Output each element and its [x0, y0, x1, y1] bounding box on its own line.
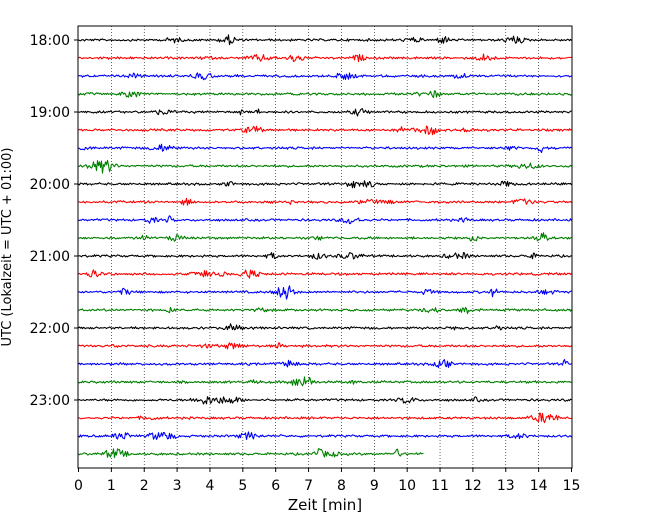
x-tick-label: 2 [140, 478, 149, 494]
seismic-trace [78, 125, 572, 136]
x-tick-label: 15 [563, 478, 581, 494]
seismic-trace [78, 376, 572, 387]
seismic-trace [78, 431, 572, 441]
seismic-trace [78, 396, 572, 405]
y-tick-label: 19:00 [30, 105, 70, 121]
x-tick-label: 1 [107, 478, 116, 494]
x-tick-label: 6 [271, 478, 280, 494]
x-tick-label: 9 [370, 478, 379, 494]
x-tick-label: 8 [337, 478, 346, 494]
seismic-trace [78, 90, 572, 99]
x-tick-label: 13 [497, 478, 515, 494]
seismic-trace [78, 53, 572, 63]
x-tick-label: 5 [238, 478, 247, 494]
seismic-trace [78, 448, 424, 459]
y-tick-label: 23:00 [30, 393, 70, 409]
x-tick-label: 10 [398, 478, 416, 494]
y-axis: 18:00 19:00 20:00 21:00 22:00 23:00 [30, 33, 78, 409]
seismic-trace [78, 306, 572, 315]
seismic-trace [78, 285, 572, 300]
plot-frame [77, 25, 573, 469]
y-tick-label: 18:00 [30, 33, 70, 49]
seismic-trace [78, 358, 572, 369]
x-tick-label: 7 [304, 478, 313, 494]
seismic-trace [78, 412, 572, 424]
seismic-trace [78, 269, 572, 279]
seismic-trace [78, 108, 572, 117]
seismic-trace [78, 72, 572, 81]
x-axis: 0 1 2 3 4 5 6 7 8 9 10 11 12 13 14 15 [74, 468, 580, 494]
seismic-trace [78, 159, 572, 174]
x-axis-label: Zeit [min] [288, 496, 362, 514]
y-tick-label: 22:00 [30, 321, 70, 337]
seismic-trace [78, 342, 572, 350]
x-tick-label: 4 [206, 478, 215, 494]
x-tick-label: 14 [530, 478, 548, 494]
seismic-trace [78, 252, 572, 260]
seismic-trace [78, 180, 572, 189]
grid-layer [111, 26, 539, 468]
x-tick-label: 3 [173, 478, 182, 494]
x-tick-label: 0 [74, 478, 83, 494]
x-tick-label: 12 [464, 478, 482, 494]
seismic-trace [78, 323, 572, 331]
seismic-trace [78, 34, 572, 46]
trace-layer [78, 34, 572, 459]
x-tick-label: 11 [431, 478, 449, 494]
y-tick-label: 20:00 [30, 177, 70, 193]
y-tick-label: 21:00 [30, 249, 70, 265]
seismic-trace [78, 215, 572, 225]
seismic-trace [78, 232, 572, 242]
seismic-trace [78, 197, 572, 206]
y-axis-label: UTC (Lokalzeit = UTC + 01:00) [0, 148, 15, 347]
seismic-trace [78, 143, 572, 154]
